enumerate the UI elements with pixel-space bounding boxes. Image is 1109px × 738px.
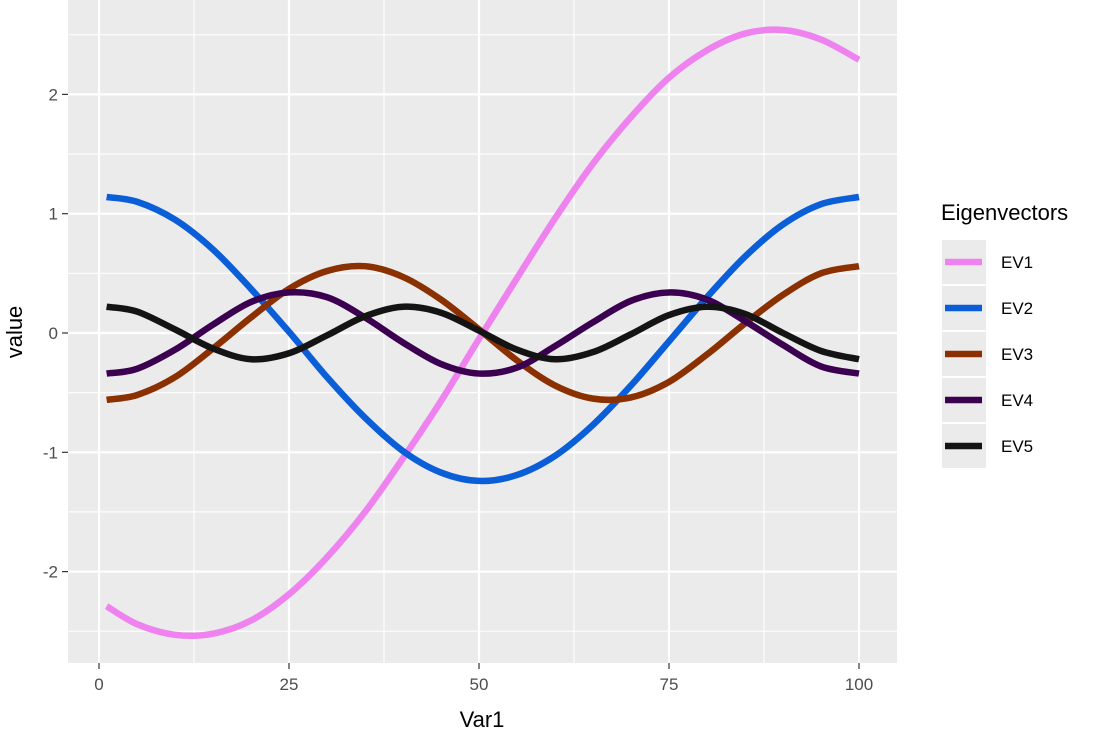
series-line-ev1 [104,26,861,640]
x-tick-label: 25 [280,675,299,694]
x-tick-label: 100 [845,675,873,694]
legend-title: Eigenvectors [941,200,1068,225]
legend-label: EV3 [1001,345,1033,364]
y-tick-label: 1 [49,205,58,224]
legend-label: EV4 [1001,391,1033,410]
grid [68,0,897,663]
legend-label: EV1 [1001,253,1033,272]
series-line-ev4 [106,288,860,377]
series-lines [104,26,861,640]
x-tick-label: 0 [94,675,103,694]
x-tick-label: 75 [660,675,679,694]
y-tick-label: 2 [49,85,58,104]
axes: 0 25 50 75 100 -2 -1 0 1 2 [43,85,873,694]
y-axis-label: value [2,306,27,359]
legend-label: EV5 [1001,437,1033,456]
legend: Eigenvectors EV1 EV2 EV3 EV4 EV5 [941,200,1068,468]
y-tick-label: -1 [43,443,58,462]
y-tick-label: 0 [49,324,58,343]
series-line-ev2 [106,193,860,485]
series-line-ev5 [106,303,860,363]
legend-label: EV2 [1001,299,1033,318]
x-tick-label: 50 [470,675,489,694]
y-tick-label: -2 [43,563,58,582]
x-axis-label: Var1 [460,707,505,732]
